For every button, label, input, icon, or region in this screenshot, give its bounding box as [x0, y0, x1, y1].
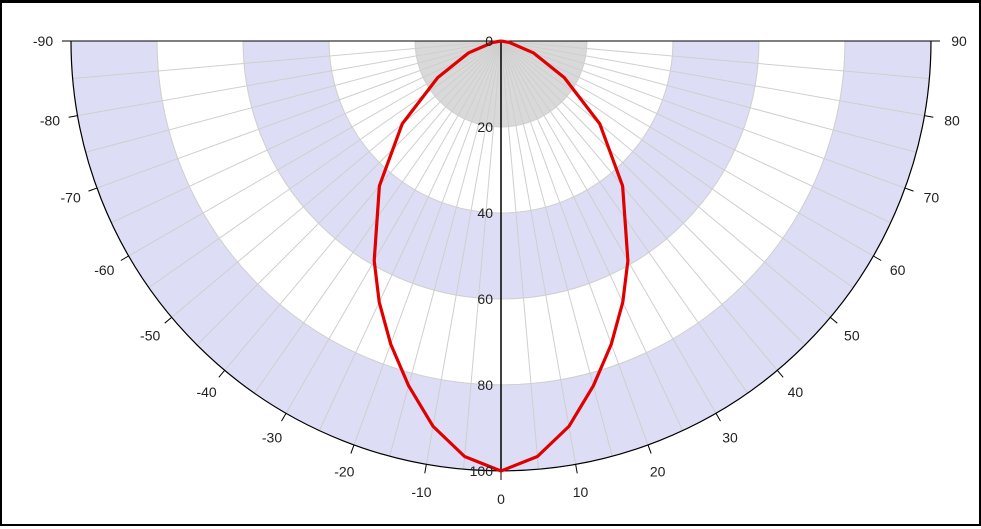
- angular-gridline--70: [96, 40, 502, 189]
- angle-tick-label: 80: [944, 113, 960, 129]
- angle-tick--80: [68, 115, 78, 118]
- radial-tick-label: 0: [485, 33, 493, 49]
- series-layer: [372, 39, 630, 473]
- angle-tick-50: [830, 317, 838, 324]
- angular-gridline-80: [500, 40, 925, 117]
- angular-gridline--80: [77, 40, 502, 117]
- data-point--30: [373, 259, 375, 262]
- data-point--70: [467, 51, 470, 54]
- data-point-60: [563, 76, 566, 79]
- angular-gridline--25: [318, 40, 502, 431]
- angle-tick-label: 60: [890, 262, 906, 278]
- angular-gridline--5: [463, 40, 502, 470]
- data-point--5: [463, 455, 466, 458]
- data-point--15: [407, 384, 410, 387]
- data-point-40: [621, 185, 624, 187]
- radial-tick-label: 80: [477, 377, 493, 393]
- angle-tick-label: 10: [573, 484, 589, 500]
- tick-labels: -90 -80 -70 -60 -50 -40 -30 -20 -10 0 10 20 30 40 50 60…: [33, 33, 967, 507]
- radial-tick-label: 20: [477, 119, 493, 135]
- data-point-70: [532, 51, 535, 54]
- angle-tick-20: [647, 444, 652, 454]
- angle-tick-40: [777, 370, 784, 378]
- data-point--50: [401, 123, 403, 125]
- angle-tick-label: 40: [788, 384, 804, 400]
- angle-tick-label: -60: [94, 262, 114, 278]
- angular-gridline--55: [148, 40, 502, 289]
- radial-tick-label: 40: [477, 205, 493, 221]
- data-point-5: [536, 455, 539, 458]
- angle-tick-label: -70: [61, 190, 81, 206]
- angle-tick--30: [281, 413, 287, 422]
- angle-tick-label: -40: [196, 384, 216, 400]
- data-point-25: [621, 301, 624, 303]
- angle-tick-80: [924, 115, 934, 118]
- data-point-10: [568, 425, 570, 428]
- angle-tick-label: 30: [722, 430, 738, 446]
- angle-tick-label: 90: [951, 33, 967, 49]
- angle-tick-label: -20: [334, 463, 354, 479]
- angular-gridline-20: [500, 40, 649, 446]
- angle-tick-label: -30: [262, 430, 282, 446]
- angular-gridline-85: [500, 40, 930, 79]
- data-point-30: [627, 259, 629, 262]
- angle-tick--60: [120, 255, 129, 261]
- angular-gridline-25: [500, 40, 684, 431]
- angular-gridline--30: [285, 40, 502, 414]
- data-point--10: [432, 425, 434, 428]
- angular-gridline--75: [85, 40, 502, 153]
- data-point-15: [592, 384, 595, 387]
- polar-chart: -90 -80 -70 -60 -50 -40 -30 -20 -10 0 10 20 30 40 50 60…: [33, 33, 967, 507]
- angle-tick-label: 50: [844, 327, 860, 343]
- angular-grid: [72, 40, 930, 471]
- angle-tick--40: [218, 370, 225, 378]
- angle-tick-label: -10: [411, 484, 431, 500]
- angle-tick-label: -50: [140, 327, 160, 343]
- angular-gridline-55: [500, 40, 854, 289]
- angular-gridline-40: [500, 40, 778, 371]
- angle-tick-label: -80: [40, 113, 60, 129]
- angular-gridline--45: [196, 40, 502, 346]
- data-point--40: [378, 185, 381, 187]
- angular-gridline-5: [500, 40, 539, 470]
- angle-tick-label: 70: [924, 190, 940, 206]
- angle-tick--20: [350, 444, 355, 454]
- data-point--25: [378, 301, 381, 303]
- data-point-0: [500, 470, 502, 472]
- data-point--60: [436, 76, 439, 79]
- data-point-80: [508, 41, 511, 44]
- data-point-20: [610, 343, 613, 345]
- angle-tick-label: 20: [650, 463, 666, 479]
- angle-tick-30: [715, 413, 721, 422]
- angle-tick-10: [575, 464, 578, 474]
- angle-tick-label: 0: [497, 491, 505, 507]
- angle-tick--10: [424, 464, 427, 474]
- angle-tick-70: [904, 187, 914, 192]
- angle-tick--70: [88, 187, 98, 192]
- radial-bands: [70, 40, 932, 472]
- angle-tick-label: -90: [33, 33, 53, 49]
- radial-tick-label: 60: [477, 291, 493, 307]
- data-point--80: [491, 41, 494, 44]
- angular-gridline-75: [500, 40, 917, 153]
- data-point--20: [389, 343, 392, 345]
- radial-tick-label: 100: [470, 463, 494, 479]
- angular-gridline-10: [500, 40, 577, 465]
- angular-gridline--20: [353, 40, 502, 446]
- angular-gridline-30: [500, 40, 717, 414]
- angular-gridline--10: [425, 40, 502, 465]
- angular-gridline-50: [500, 40, 831, 318]
- angular-gridline--40: [224, 40, 502, 371]
- angular-gridline-45: [500, 40, 806, 346]
- angle-tick-60: [873, 255, 882, 261]
- angle-tick--50: [164, 317, 172, 324]
- angular-gridline--50: [171, 40, 502, 318]
- angular-gridline--85: [72, 40, 502, 79]
- angular-gridline-70: [500, 40, 906, 189]
- data-point-90: [500, 40, 502, 42]
- angular-gridline--65: [111, 40, 502, 224]
- angular-gridline-65: [500, 40, 891, 224]
- data-point-50: [599, 123, 601, 125]
